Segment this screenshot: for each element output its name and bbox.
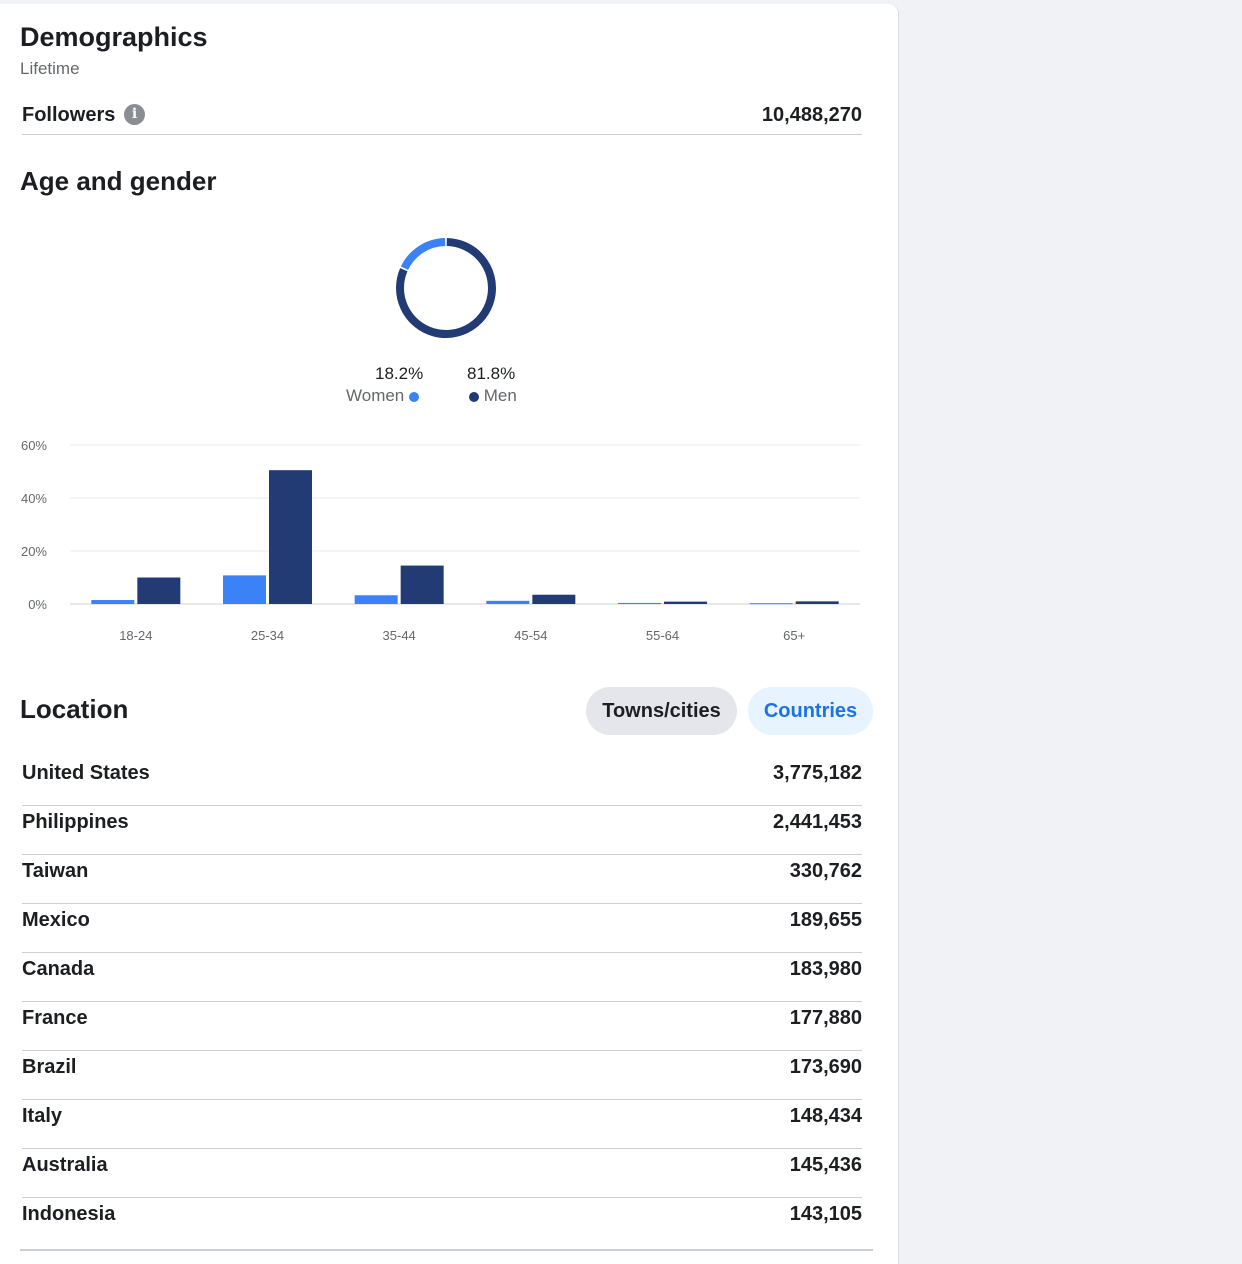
women-label: Women [346, 386, 405, 405]
location-list: United States 3,775,182 Philippines 2,441,… [22, 757, 862, 1246]
gender-donut-chart [390, 232, 502, 344]
women-dot-icon [409, 391, 419, 402]
location-name: Indonesia [22, 1203, 116, 1225]
x-tick-label: 45-54 [514, 628, 547, 643]
location-row: United States 3,775,182 [22, 757, 862, 806]
men-percent: 81.8% [467, 364, 516, 383]
men-label: Men [483, 386, 517, 405]
donut-slice-women [400, 238, 446, 271]
location-row: Philippines 2,441,453 [22, 806, 862, 855]
donut-slice-men [396, 238, 496, 338]
x-tick-label: 65+ [783, 628, 805, 643]
location-value: 145,436 [789, 1154, 862, 1176]
women-legend: Women [346, 386, 419, 406]
info-icon[interactable]: i [124, 104, 145, 125]
bar-women-45-54 [486, 600, 530, 604]
location-value: 143,105 [789, 1203, 862, 1225]
location-row: Brazil 173,690 [22, 1051, 862, 1100]
location-row: Italy 148,434 [22, 1100, 862, 1149]
bar-men-35-44 [400, 565, 444, 604]
location-value: 173,690 [789, 1056, 862, 1078]
location-value: 183,980 [789, 958, 862, 980]
location-name: France [22, 1007, 88, 1029]
y-tick-label: 0% [28, 597, 47, 612]
location-row: Mexico 189,655 [22, 904, 862, 953]
age-gender-title: Age and gender [20, 166, 217, 196]
location-name: Philippines [22, 811, 129, 833]
followers-label: Followers [22, 104, 116, 126]
y-tick-label: 40% [21, 491, 47, 506]
location-value: 330,762 [789, 860, 862, 882]
location-name: Australia [22, 1154, 108, 1176]
men-dot-icon [469, 391, 479, 402]
location-name: Taiwan [22, 860, 89, 882]
location-value: 189,655 [789, 909, 862, 931]
y-tick-label: 20% [21, 544, 47, 559]
followers-value: 10,488,270 [761, 104, 862, 126]
bar-men-18-24 [137, 577, 181, 604]
women-percent: 18.2% [375, 364, 424, 383]
tab-countries[interactable]: Countries [748, 687, 873, 735]
bar-men-55-64 [664, 601, 707, 604]
location-value: 2,441,453 [773, 811, 862, 833]
bar-men-25-34 [269, 470, 312, 604]
followers-row: Followers i 10,488,270 [22, 100, 862, 135]
bar-women-65+ [749, 603, 793, 605]
location-row: France 177,880 [22, 1002, 862, 1051]
men-legend: Men [469, 386, 517, 406]
location-name: United States [22, 762, 150, 784]
bottom-divider [20, 1249, 873, 1251]
location-row: Canada 183,980 [22, 953, 862, 1002]
location-value: 3,775,182 [773, 762, 862, 784]
x-tick-label: 18-24 [119, 628, 152, 643]
bar-women-55-64 [618, 602, 661, 604]
y-tick-label: 60% [21, 438, 47, 453]
demographics-card: Demographics Lifetime Followers i 10,488… [0, 4, 899, 1264]
bar-women-35-44 [354, 595, 398, 604]
location-title: Location [20, 694, 129, 724]
location-name: Mexico [22, 909, 90, 931]
x-tick-label: 55-64 [646, 628, 679, 643]
location-value: 177,880 [789, 1007, 862, 1029]
location-name: Brazil [22, 1056, 77, 1078]
location-row: Taiwan 330,762 [22, 855, 862, 904]
tab-towns-cities[interactable]: Towns/cities [586, 687, 737, 735]
location-row: Australia 145,436 [22, 1149, 862, 1198]
age-bar-chart: 0% 20% 40% 60% 18-24 25-34 35-44 45-54 55-64 65+ [21, 438, 860, 643]
location-value: 148,434 [789, 1105, 862, 1127]
location-name: Italy [22, 1105, 63, 1127]
bar-men-65+ [795, 601, 839, 604]
location-row: Indonesia 143,105 [22, 1198, 862, 1246]
page-subtitle: Lifetime [20, 59, 80, 78]
page-title: Demographics [20, 22, 208, 52]
x-tick-label: 25-34 [251, 628, 284, 643]
bar-men-45-54 [532, 594, 576, 604]
x-tick-label: 35-44 [383, 628, 416, 643]
bar-women-25-34 [223, 575, 266, 604]
location-name: Canada [22, 958, 95, 980]
bar-women-18-24 [91, 600, 135, 604]
